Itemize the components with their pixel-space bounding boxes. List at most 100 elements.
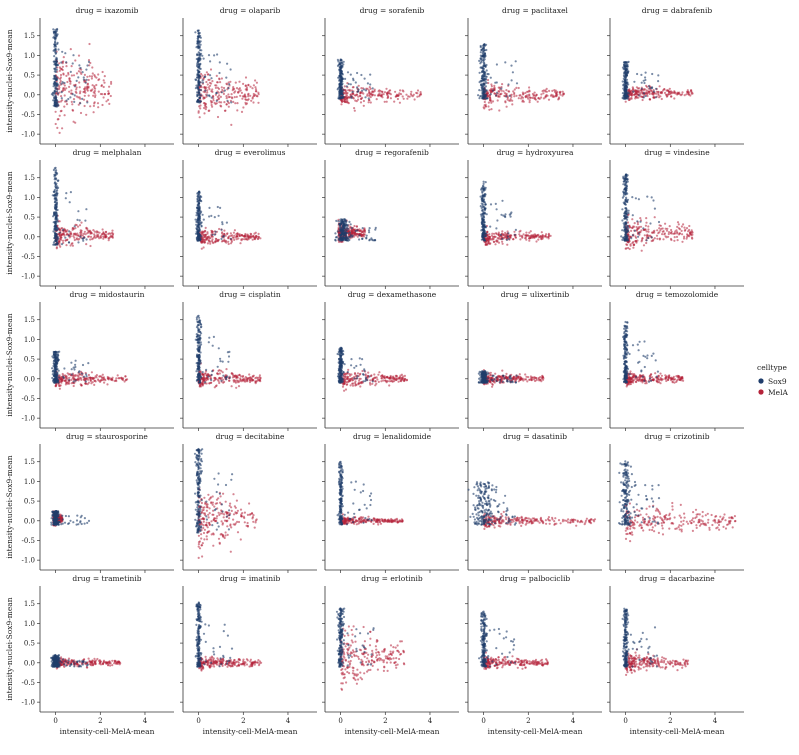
point-mela (680, 229, 683, 232)
panel-hydroxyurea: drug = hydroxyurea (465, 148, 602, 289)
point-mela (631, 242, 634, 245)
point-mela (77, 54, 81, 57)
point-mela (74, 90, 77, 93)
point-mela (75, 72, 79, 75)
point-mela (529, 230, 532, 233)
point-sox9 (51, 376, 54, 380)
point-sox9 (625, 69, 628, 72)
point-mela (108, 85, 111, 88)
point-mela (547, 98, 551, 101)
point-mela (533, 91, 536, 94)
point-mela (369, 101, 372, 104)
point-mela (84, 377, 88, 380)
point-sox9 (481, 86, 484, 90)
point-mela (100, 378, 103, 382)
point-mela (524, 91, 527, 94)
point-mela (79, 231, 82, 234)
point-sox9 (642, 227, 645, 230)
point-mela (498, 109, 501, 112)
point-sox9 (336, 230, 339, 233)
point-mela (232, 100, 235, 103)
point-sox9 (338, 84, 341, 87)
point-mela (225, 82, 228, 85)
point-mela (629, 243, 632, 246)
point-mela (97, 235, 100, 238)
y-tick-label: 0.0 (24, 91, 35, 99)
point-mela (247, 95, 250, 98)
point-sox9 (54, 41, 57, 44)
point-sox9 (505, 95, 508, 98)
point-sox9 (480, 238, 483, 241)
point-mela (214, 240, 217, 243)
point-sox9 (52, 364, 55, 368)
point-mela (205, 106, 208, 109)
point-mela (58, 66, 61, 69)
point-sox9 (85, 373, 88, 376)
point-sox9 (199, 84, 202, 87)
point-mela (69, 80, 72, 83)
point-sox9 (52, 28, 55, 31)
point-mela (100, 84, 103, 88)
point-mela (647, 228, 650, 231)
point-sox9 (79, 102, 82, 105)
point-sox9 (624, 95, 627, 98)
point-mela (87, 78, 90, 82)
point-mela (524, 237, 527, 240)
point-mela (521, 96, 525, 99)
point-sox9 (196, 76, 199, 79)
point-mela (69, 82, 72, 85)
point-mela (62, 56, 65, 59)
point-mela (630, 97, 633, 100)
point-mela (517, 97, 520, 100)
point-sox9 (216, 53, 219, 56)
point-mela (681, 240, 684, 243)
point-sox9 (642, 92, 646, 95)
point-sox9 (54, 217, 57, 220)
point-mela (528, 239, 531, 242)
point-mela (251, 87, 254, 90)
point-sox9 (336, 58, 339, 62)
point-sox9 (56, 27, 59, 31)
point-sox9 (54, 70, 58, 73)
point-mela (60, 234, 63, 237)
point-sox9 (479, 46, 482, 49)
point-mela (638, 87, 641, 90)
point-mela (667, 89, 670, 92)
point-sox9 (368, 227, 371, 230)
point-mela (211, 88, 214, 91)
point-sox9 (622, 77, 625, 80)
point-mela (63, 114, 66, 117)
point-sox9 (626, 64, 629, 68)
point-mela (59, 238, 63, 241)
point-mela (650, 239, 653, 243)
point-sox9 (216, 205, 219, 209)
point-mela (499, 93, 502, 96)
point-sox9 (637, 235, 640, 238)
point-mela (56, 118, 59, 121)
point-mela (534, 98, 538, 101)
point-mela (545, 233, 548, 236)
point-mela (254, 86, 257, 89)
point-sox9 (61, 81, 64, 84)
point-mela (539, 235, 543, 238)
point-sox9 (54, 98, 57, 101)
point-sox9 (55, 178, 58, 181)
point-mela (502, 90, 505, 93)
point-sox9 (509, 212, 512, 215)
point-sox9 (334, 232, 337, 235)
point-sox9 (339, 68, 342, 72)
point-mela (250, 99, 253, 102)
point-sox9 (226, 99, 229, 102)
point-mela (242, 82, 245, 85)
point-sox9 (496, 91, 499, 94)
point-mela (245, 86, 248, 89)
point-sox9 (84, 81, 87, 84)
point-mela (70, 242, 73, 245)
point-mela (232, 86, 235, 89)
point-mela (244, 88, 247, 91)
point-mela (97, 73, 100, 76)
point-mela (683, 226, 686, 229)
point-mela (541, 237, 544, 240)
point-mela (247, 236, 250, 240)
point-sox9 (78, 64, 81, 67)
